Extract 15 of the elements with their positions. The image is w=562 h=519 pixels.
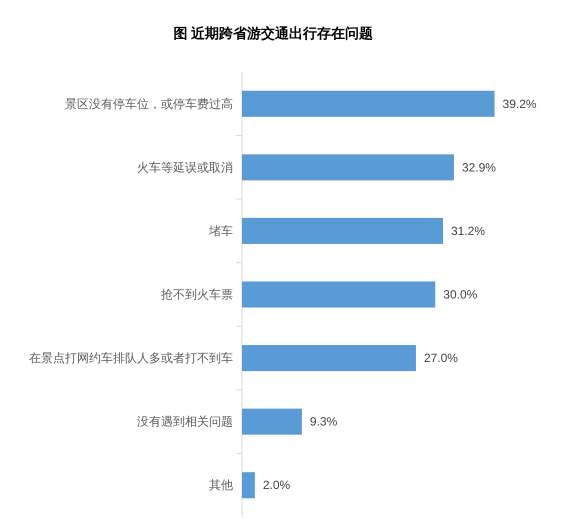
value-label: 39.2%	[502, 96, 537, 111]
category-label: 堵车	[209, 224, 233, 238]
value-label: 30.0%	[443, 288, 478, 302]
value-label: 27.0%	[424, 351, 458, 366]
value-label: 2.0%	[262, 478, 290, 492]
value-label: 31.2%	[451, 224, 486, 238]
category-label: 在景点打网约车排队人多或者打不到车	[29, 351, 233, 366]
value-label: 9.3%	[310, 414, 338, 429]
value-label: 32.9%	[462, 160, 496, 174]
category-label: 抢不到火车票	[161, 288, 233, 302]
category-label: 火车等延误或取消	[137, 160, 233, 174]
category-label: 景区没有停车位，或停车费过高	[65, 96, 233, 111]
title: 图 近期跨省游交通出行存在问题	[173, 27, 373, 42]
category-label: 没有遇到相关问题	[137, 414, 233, 429]
category-label: 其他	[209, 478, 233, 492]
